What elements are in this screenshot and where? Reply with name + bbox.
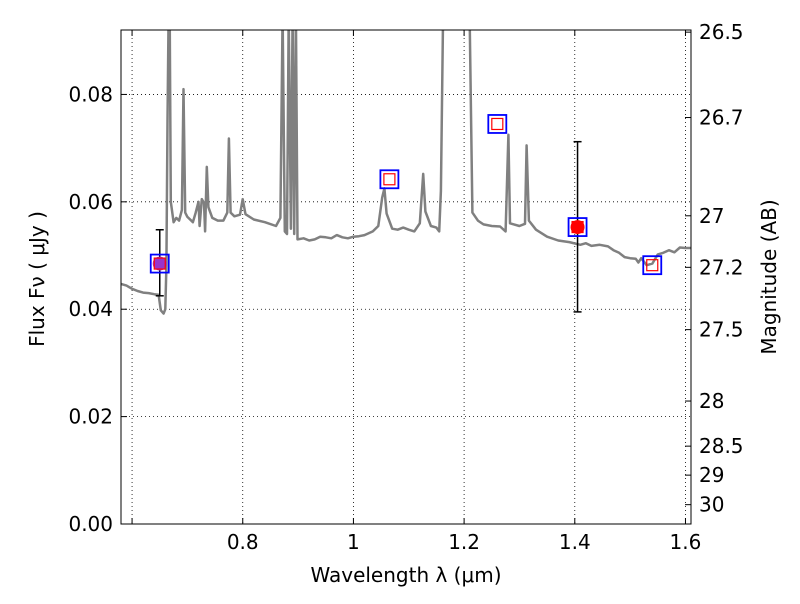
model-point-inner <box>383 173 396 186</box>
right-tick-label: 29 <box>699 463 724 487</box>
y-tick-label: 0.06 <box>68 190 113 214</box>
y-tick-label: 0.08 <box>68 82 113 106</box>
x-tick-label: 1.2 <box>448 530 480 554</box>
right-tick-label: 26.7 <box>699 106 744 130</box>
plot-frame <box>120 29 692 525</box>
model-points <box>149 114 663 276</box>
model-spectrum-line <box>121 30 691 315</box>
model-point-box <box>642 255 663 276</box>
model-point-box <box>487 114 508 134</box>
model-point-inner <box>153 257 166 270</box>
x-tick-label: 0.8 <box>227 530 259 554</box>
y-tick-label: 0.04 <box>68 297 113 321</box>
y-tick-label: 0.02 <box>68 405 113 429</box>
right-tick-label: 27.5 <box>699 318 744 342</box>
observed-point <box>152 256 167 271</box>
observed-point <box>570 220 585 235</box>
ticks: 0.8 1 1.2 1.4 1.6 0.00 0.02 0.04 0.06 0.08 26.5 26.… <box>68 20 743 554</box>
observed-points <box>152 220 585 271</box>
model-point-box <box>567 217 588 237</box>
plot-area <box>121 30 691 315</box>
x-tick-label: 1 <box>347 530 360 554</box>
y-tick-label: 0.00 <box>68 512 113 536</box>
right-tick-label: 27.2 <box>699 255 744 279</box>
x-tick-label: 1.6 <box>670 530 702 554</box>
x-axis-label: Wavelength λ (μm) <box>310 563 501 587</box>
right-tick-label: 27 <box>699 204 724 228</box>
right-axis-label: Magnitude (AB) <box>757 199 781 354</box>
model-point-box <box>149 253 170 274</box>
model-point-inner <box>491 117 504 131</box>
right-tick-label: 30 <box>699 493 724 517</box>
right-tick-label: 28 <box>699 389 724 413</box>
model-point-inner <box>646 259 659 272</box>
y-axis-label: Flux Fν ( μJy ) <box>25 211 49 347</box>
x-tick-label: 1.4 <box>559 530 591 554</box>
model-spectrum <box>121 30 691 315</box>
right-tick-label: 26.5 <box>699 20 744 44</box>
right-tick-label: 28.5 <box>699 434 744 458</box>
model-point-inner <box>571 220 584 234</box>
model-point-box <box>379 169 400 190</box>
grid <box>121 30 691 524</box>
